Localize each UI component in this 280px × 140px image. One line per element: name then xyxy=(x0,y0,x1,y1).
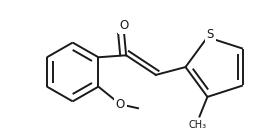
Text: S: S xyxy=(207,28,214,41)
Text: O: O xyxy=(120,19,129,32)
Text: O: O xyxy=(116,98,125,111)
Text: CH₃: CH₃ xyxy=(188,120,207,130)
